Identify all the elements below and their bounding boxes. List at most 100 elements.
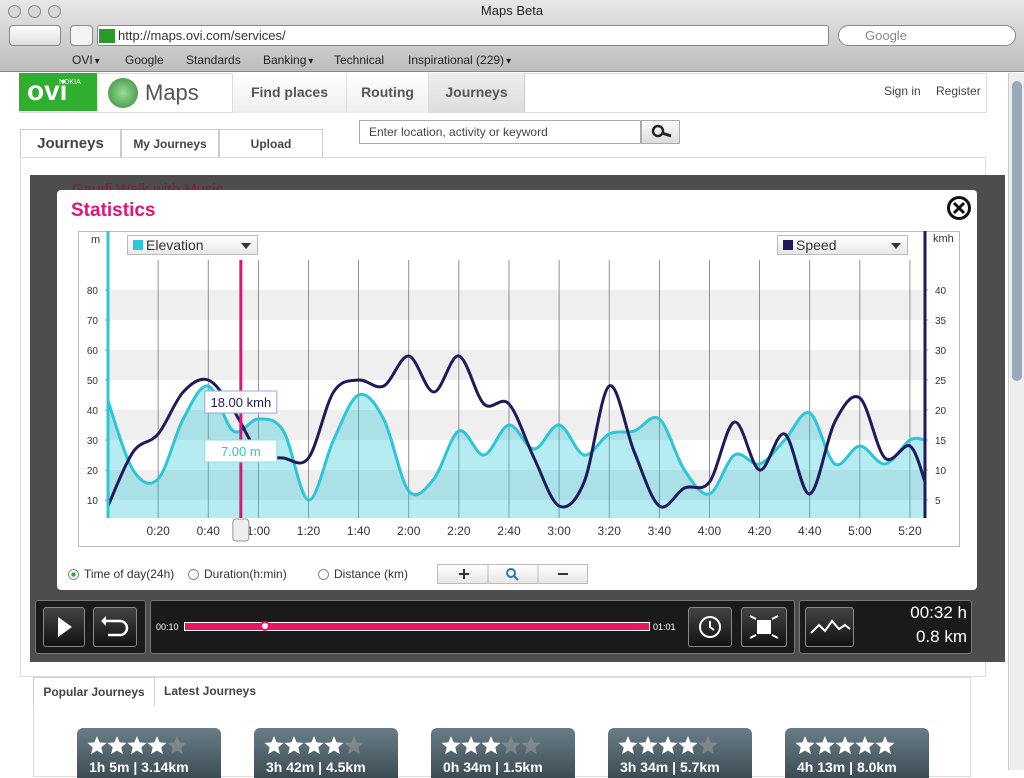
x-tick-label: 4:00 [698, 524, 722, 538]
tab-active[interactable]: Journeys [20, 129, 121, 157]
ovi-logo[interactable]: ovi NOKIA [19, 73, 97, 111]
bookmark[interactable]: Standards [186, 53, 241, 67]
distance: 0.8 km [915, 627, 967, 646]
tab[interactable]: Latest Journeys [164, 684, 257, 698]
journey-card[interactable]: 1h 5m | 3.14km [77, 728, 221, 778]
journey-card[interactable]: 4h 13m | 8.0km [785, 728, 929, 778]
app-name: Maps [145, 80, 199, 105]
grid-band [108, 470, 925, 500]
replay-button[interactable] [93, 607, 137, 647]
star [87, 736, 107, 755]
progress-bar[interactable] [184, 622, 650, 631]
y-tick-label: 50 [87, 376, 99, 387]
logo-text: ovi [27, 75, 68, 106]
zoom-controls [437, 564, 588, 584]
scrollbar[interactable] [1008, 73, 1024, 770]
nav-item-active[interactable]: Journeys [428, 73, 525, 113]
star [147, 736, 167, 755]
brand: NOKIA [59, 79, 81, 86]
elevation-label-box [204, 439, 278, 463]
speed-label-box [204, 390, 278, 414]
grid-band [108, 350, 925, 380]
star [324, 736, 344, 755]
y2-tick-label: 30 [935, 346, 947, 357]
location-search[interactable]: Enter location, activity or keyword [359, 120, 641, 144]
star [795, 736, 815, 755]
graph-button[interactable] [805, 607, 854, 647]
star [678, 736, 698, 755]
star [284, 736, 304, 755]
legend-label: Elevation [146, 237, 204, 253]
search-button[interactable] [641, 120, 680, 144]
tab[interactable]: My Journeys [121, 129, 219, 157]
y2-tick-label: 5 [935, 496, 941, 507]
time-button[interactable] [688, 607, 732, 647]
play-icon [58, 617, 72, 637]
bookmark[interactable]: Inspirational (229) [408, 53, 511, 67]
nav-item[interactable]: Routing [346, 73, 428, 113]
zoom-button[interactable] [48, 5, 61, 18]
search-field[interactable]: Google [838, 25, 1016, 46]
journey-stats: 1h 5m | 3.14km [89, 759, 189, 775]
play-button[interactable] [43, 607, 85, 647]
radio-option[interactable]: Time of day(24h) [68, 567, 174, 581]
back-forward[interactable] [9, 25, 61, 46]
legend-label: Speed [796, 237, 837, 253]
bookmark[interactable]: Banking [263, 53, 313, 67]
x-tick-label: 0:20 [146, 524, 170, 538]
y-tick-label: 70 [87, 316, 99, 327]
minimize-button[interactable] [28, 5, 41, 18]
left-series-select[interactable]: Elevation [127, 235, 258, 255]
radio-option[interactable]: Duration(h:min) [188, 567, 287, 581]
star [875, 736, 895, 755]
close-dialog[interactable] [947, 196, 971, 220]
star [835, 736, 855, 755]
star [501, 736, 521, 755]
bookmark[interactable]: Technical [334, 53, 385, 67]
dialog-title: Statistics [71, 200, 156, 221]
journey-card[interactable]: 3h 42m | 4.5km [254, 728, 398, 778]
nav-item[interactable]: Find places [232, 73, 346, 113]
y2-tick-label: 20 [935, 406, 947, 417]
rating-stars [795, 736, 895, 755]
y-tick-label: 60 [87, 346, 99, 357]
start-time: 00:10 [156, 622, 179, 632]
x-tick-label: 3:00 [547, 524, 571, 538]
y-tick-label: 10 [87, 496, 99, 507]
replay-icon [101, 616, 129, 637]
x-tick-label: 4:20 [748, 524, 772, 538]
url: http://maps.ovi.com/services/ [118, 28, 286, 43]
right-series-select[interactable]: Speed [777, 235, 908, 255]
elapsed-time: 00:32 h [910, 603, 967, 622]
journey-card[interactable]: 3h 34m | 5.7km [608, 728, 752, 778]
add-bookmark[interactable] [70, 25, 93, 46]
legend-swatch [133, 240, 143, 250]
star [658, 736, 678, 755]
tab[interactable]: Upload [219, 129, 323, 157]
star [638, 736, 658, 755]
star [698, 736, 718, 755]
journey-card[interactable]: 0h 34m | 1.5km [431, 728, 575, 778]
y2-tick-label: 40 [935, 286, 947, 297]
close-icon [952, 201, 966, 215]
fullscreen-button[interactable] [741, 607, 787, 647]
window-title: Maps Beta [480, 3, 544, 18]
star [304, 736, 324, 755]
rating-stars [618, 736, 718, 755]
star [107, 736, 127, 755]
progress-handle[interactable] [260, 621, 270, 631]
favicon [99, 29, 115, 43]
bookmark[interactable]: Google [125, 53, 164, 67]
address-bar[interactable]: http://maps.ovi.com/services/ [97, 25, 829, 46]
scroll-thumb[interactable] [1012, 81, 1022, 381]
tab-active[interactable]: Popular Journeys [33, 677, 155, 706]
y-tick-label: 20 [87, 466, 99, 477]
register[interactable]: Register [936, 84, 981, 98]
close-button[interactable] [8, 5, 21, 18]
sign-in[interactable]: Sign in [884, 84, 921, 98]
bookmark[interactable]: OVI [72, 53, 100, 67]
elevation-area [108, 385, 925, 518]
y2-tick-label: 35 [935, 316, 947, 327]
radio-option[interactable]: Distance (km) [318, 567, 408, 581]
